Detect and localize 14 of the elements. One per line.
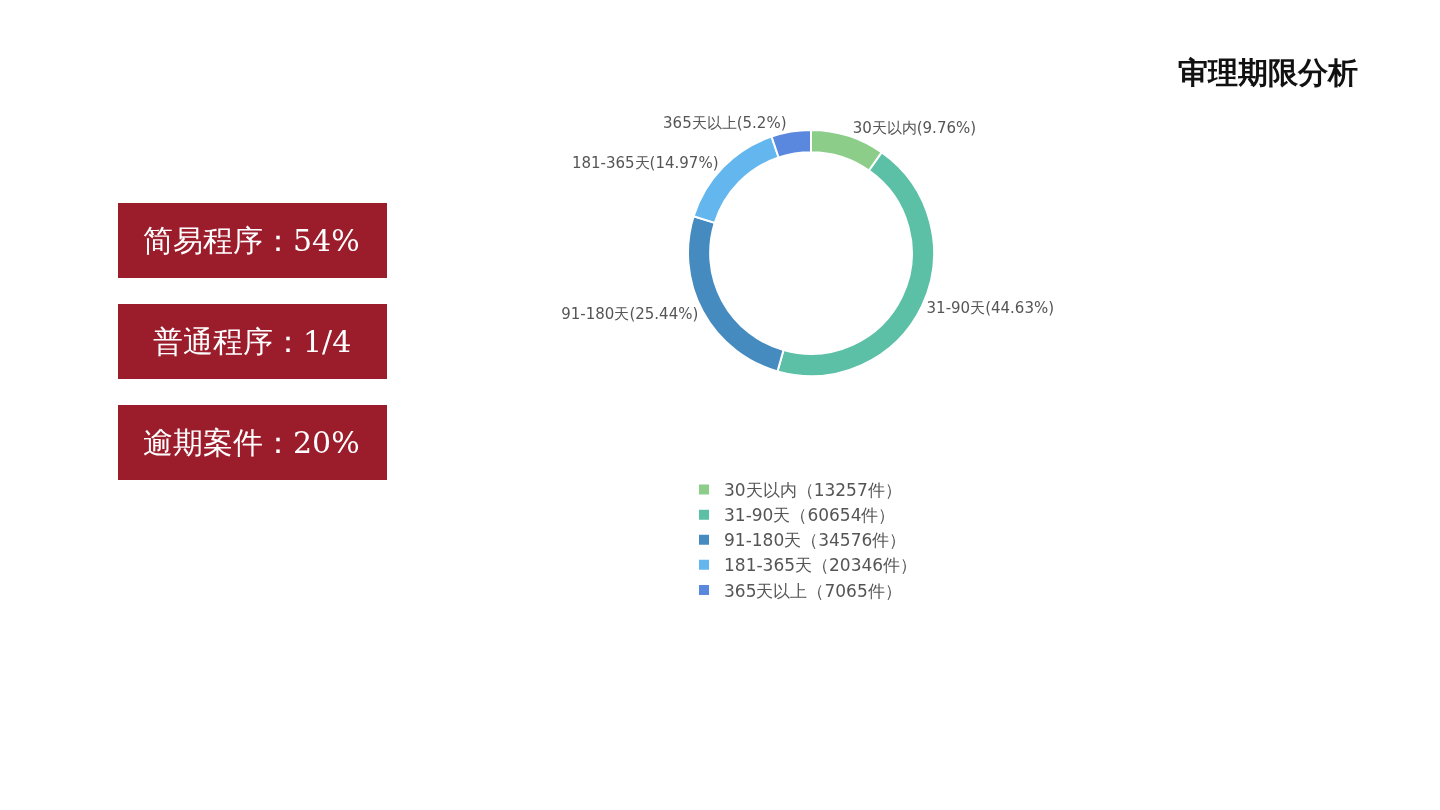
legend-label: 365天以上（7065件） [724,580,902,601]
legend-label: 30天以内（13257件） [724,480,902,501]
data-label: 91-180天(25.44%) [561,304,699,323]
data-label: 30天以内(9.76%) [852,118,977,137]
text: 逾期案件：20% [143,425,360,460]
legend-label: 31-90天（60654件） [724,505,896,526]
text: 审理期限分析 [1178,55,1358,90]
data-label: 31-90天(44.63%) [926,298,1055,317]
data-label: 365天以上(5.2%) [663,113,787,132]
text: 简易程序：54% [143,223,360,258]
data-label: 181-365天(14.97%) [571,153,719,172]
text: 普通程序：1/4 [153,324,352,359]
legend-label: 181-365天（20346件） [724,555,918,576]
legend-label: 91-180天（34576件） [724,530,907,551]
